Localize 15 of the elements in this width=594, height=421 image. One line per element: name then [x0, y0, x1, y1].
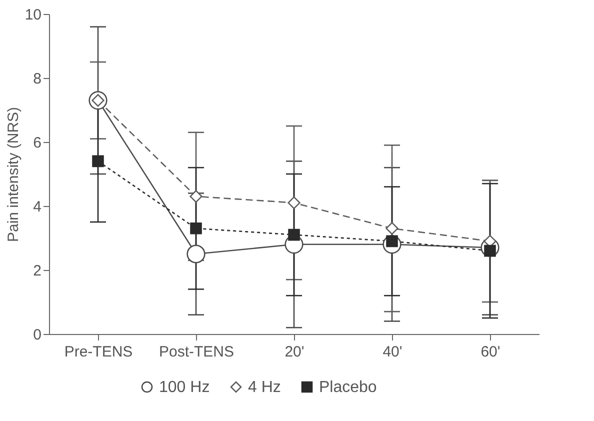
y-tick-label: 4 [33, 198, 42, 216]
x-tick-label: 40' [382, 344, 402, 360]
y-tick-label: 10 [24, 6, 42, 24]
x-tick-label: Post-TENS [158, 344, 234, 360]
y-tick-label: 8 [33, 70, 42, 88]
y-tick-label: 2 [33, 262, 42, 280]
legend-label: Placebo [319, 379, 377, 396]
legend-label: 4 Hz [248, 379, 281, 396]
y-tick-label: 6 [33, 134, 42, 152]
legend-label: 100 Hz [159, 379, 210, 396]
x-tick-label: 60' [480, 344, 500, 360]
y-axis-title: Pain intensity (NRS) [4, 106, 22, 242]
y-tick-label: 0 [33, 326, 42, 344]
x-tick-label: 20' [284, 344, 304, 360]
x-tick-label: Pre-TENS [64, 344, 133, 360]
